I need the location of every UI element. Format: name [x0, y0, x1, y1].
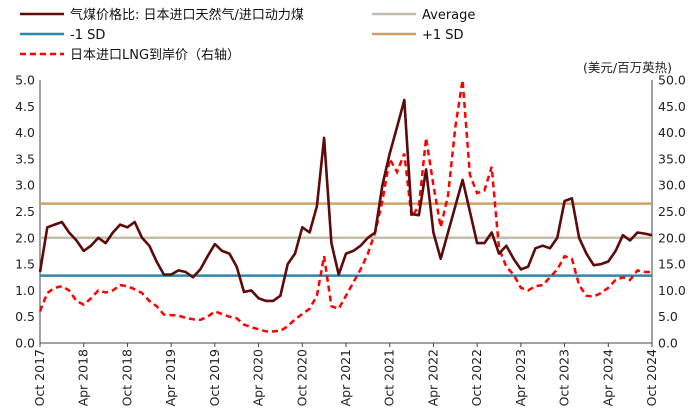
left-tick-label: 1.0 [15, 283, 35, 298]
legend-item: +1 SD [372, 28, 464, 43]
right-tick-label: 50.0 [658, 73, 686, 88]
x-tick-label: Apr 2022 [425, 349, 440, 406]
legend-item: -1 SD [20, 28, 105, 43]
series [38, 79, 653, 333]
left-tick-label: 2.5 [15, 204, 35, 219]
legend-label: -1 SD [70, 28, 105, 43]
left-tick-label: 0.0 [15, 336, 35, 351]
x-tick-label: Apr 2021 [338, 349, 353, 406]
x-tick-label: Oct 2024 [644, 349, 659, 406]
left-tick-label: 1.5 [15, 257, 35, 272]
legend-label: 日本进口LNG到岸价（右轴） [70, 48, 240, 63]
legend-item: 日本进口LNG到岸价（右轴） [20, 48, 240, 63]
right-tick-label: 40.0 [658, 125, 686, 140]
x-tick-label: Apr 2020 [251, 349, 266, 406]
legend-label: 气煤价格比: 日本进口天然气/进口动力煤 [70, 7, 304, 23]
left-tick-label: 5.0 [15, 73, 35, 88]
right-tick-label: 10.0 [658, 283, 686, 298]
right-tick-label: 5.0 [658, 309, 678, 324]
x-tick-label: Oct 2018 [119, 349, 134, 406]
legend-label: +1 SD [422, 28, 464, 43]
legend-item: 气煤价格比: 日本进口天然气/进口动力煤 [20, 7, 304, 23]
right-axis-unit-label: (美元/百万英热) [583, 60, 672, 75]
right-tick-label: 25.0 [658, 204, 686, 219]
x-tick-label: Oct 2019 [207, 349, 222, 406]
x-tick-label: Oct 2022 [469, 349, 484, 406]
left-tick-label: 3.5 [15, 151, 35, 166]
legend: 气煤价格比: 日本进口天然气/进口动力煤 Average -1 SD +1 SD 日本进… [20, 7, 475, 63]
legend-label: Average [422, 8, 475, 23]
right-tick-label: 30.0 [658, 178, 686, 193]
left-tick-label: 3.0 [15, 178, 35, 193]
right-tick-label: 0.0 [658, 336, 678, 351]
gas-coal-ratio-series-line [38, 98, 653, 303]
left-tick-label: 4.5 [15, 99, 35, 114]
x-tick-label: Apr 2018 [76, 349, 91, 406]
legend-item: Average [372, 8, 475, 23]
x-tick-label: Apr 2024 [600, 349, 615, 406]
x-tick-label: Oct 2023 [557, 349, 572, 406]
axes: 0.0 0.5 1.0 1.5 2.0 2.5 3.0 3.5 4.0 4.5 5.0 0.0 5.0 1… [15, 73, 686, 407]
lng-price-series-line [38, 79, 652, 333]
right-tick-label: 15.0 [658, 257, 686, 272]
x-tick-label: Oct 2020 [294, 349, 309, 406]
x-tick-label: Apr 2023 [513, 349, 528, 406]
right-tick-label: 45.0 [658, 99, 686, 114]
left-tick-label: 4.0 [15, 125, 35, 140]
right-tick-label: 20.0 [658, 230, 686, 245]
right-tick-label: 35.0 [658, 151, 686, 166]
left-tick-label: 2.0 [15, 230, 35, 245]
x-tick-label: Oct 2021 [382, 349, 397, 406]
left-tick-label: 0.5 [15, 309, 35, 324]
x-tick-label: Apr 2019 [163, 349, 178, 406]
x-tick-label: Oct 2017 [32, 349, 47, 406]
